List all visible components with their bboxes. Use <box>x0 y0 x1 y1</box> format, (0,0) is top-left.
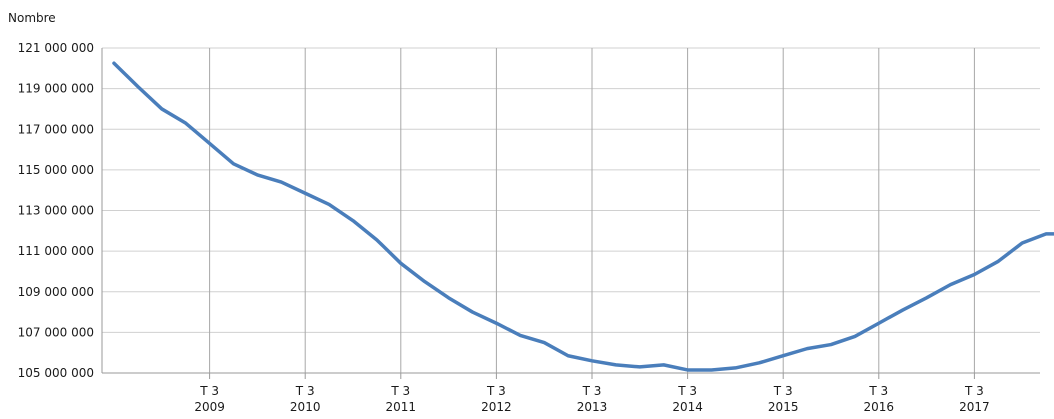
y-tick-labels: 105 000 000 107 000 000 109 000 000 111 000… <box>18 41 94 380</box>
x-tick-label-quarter: T 3 <box>582 384 602 398</box>
y-tick-label: 115 000 000 <box>18 163 94 177</box>
y-tick-label: 111 000 000 <box>18 244 94 258</box>
x-tick-label-quarter: T 3 <box>964 384 984 398</box>
grid <box>101 47 1040 379</box>
x-tick-label-quarter: T 3 <box>486 384 506 398</box>
x-tick-label-quarter: T 3 <box>773 384 793 398</box>
x-tick-label-year: 2013 <box>577 400 608 414</box>
x-tick-label-year: 2011 <box>386 400 417 414</box>
y-tick-label: 121 000 000 <box>18 41 94 55</box>
y-tick-label: 117 000 000 <box>18 122 94 136</box>
y-tick-label: 105 000 000 <box>18 366 94 380</box>
x-tick-label-year: 2009 <box>194 400 225 414</box>
y-axis-label: Nombre <box>8 11 56 25</box>
x-tick-label-quarter: T 3 <box>390 384 410 398</box>
x-tick-label-year: 2017 <box>959 400 990 414</box>
y-tick-label: 107 000 000 <box>18 325 94 339</box>
y-tick-label: 113 000 000 <box>18 204 94 218</box>
series-group <box>112 61 1054 372</box>
x-tick-label-year: 2012 <box>481 400 512 414</box>
x-tick-label-year: 2015 <box>768 400 799 414</box>
x-tick-label-year: 2016 <box>864 400 895 414</box>
x-tick-label-year: 2010 <box>290 400 321 414</box>
series-line <box>112 61 1054 372</box>
x-tick-label-quarter: T 3 <box>295 384 315 398</box>
y-tick-label: 109 000 000 <box>18 285 94 299</box>
x-tick-label-quarter: T 3 <box>199 384 219 398</box>
x-tick-label-year: 2014 <box>672 400 703 414</box>
x-tick-label-quarter: T 3 <box>868 384 888 398</box>
x-tick-labels: T 3 2009 T 3 2010 T 3 2011 T 3 2012 T 3 2013 T 3 20… <box>194 384 990 414</box>
y-tick-label: 119 000 000 <box>18 82 94 96</box>
x-tick-label-quarter: T 3 <box>677 384 697 398</box>
